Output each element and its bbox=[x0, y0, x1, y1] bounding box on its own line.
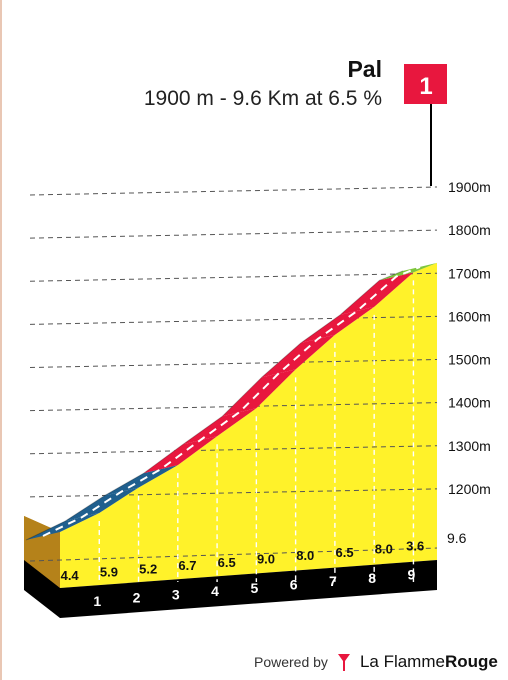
road-edge bbox=[64, 495, 105, 522]
road-edge bbox=[25, 520, 66, 541]
elevation-tick-label: 1400m bbox=[448, 395, 491, 411]
gradient-label: 9.0 bbox=[257, 552, 275, 567]
left-edge-line bbox=[0, 0, 2, 680]
elevation-gridline bbox=[29, 272, 438, 282]
km-tick-label: 3 bbox=[172, 586, 180, 602]
km-band bbox=[60, 560, 437, 618]
road-edge bbox=[300, 314, 341, 344]
road-segment bbox=[340, 272, 414, 315]
elevation-tick-label: 1200m bbox=[448, 481, 491, 497]
summit-flag: 1 bbox=[404, 64, 447, 186]
flag-number: 1 bbox=[419, 73, 432, 100]
elevation-tick-label: 1500m bbox=[448, 352, 491, 368]
elevation-gridline bbox=[29, 229, 438, 239]
gradient-label: 8.0 bbox=[296, 548, 314, 563]
flag-banner bbox=[404, 64, 447, 104]
gradient-band bbox=[60, 532, 437, 588]
road-segment bbox=[222, 369, 296, 417]
km-tick-label: 6 bbox=[290, 577, 298, 593]
brand-name-part1: La Flamme bbox=[359, 652, 445, 671]
profile-base bbox=[24, 516, 437, 618]
road-edge bbox=[143, 443, 184, 474]
gradient-label: 6.7 bbox=[178, 558, 196, 573]
gradient-label: 8.0 bbox=[375, 542, 393, 557]
profile-area bbox=[60, 262, 437, 532]
brand-name: La FlammeRouge bbox=[360, 652, 498, 672]
km-tick-label: 7 bbox=[329, 573, 337, 589]
elevation-tick-label: 1700m bbox=[448, 265, 491, 281]
road-edge bbox=[379, 270, 404, 281]
elevation-gridline bbox=[29, 186, 438, 196]
footer: Powered by La FlammeRouge bbox=[254, 650, 498, 674]
elevation-gridline bbox=[29, 315, 438, 325]
elevation-gridline bbox=[29, 402, 438, 412]
gradient-label: 6.5 bbox=[218, 555, 236, 570]
km-band-side bbox=[24, 560, 60, 618]
road-segment bbox=[65, 487, 139, 522]
gradient-label: 6.5 bbox=[335, 545, 353, 560]
road-edge bbox=[222, 377, 262, 417]
elevation-gridline bbox=[29, 445, 438, 455]
road-edge bbox=[182, 415, 223, 445]
band-gridline bbox=[29, 547, 438, 562]
elevation-tick-label: 1300m bbox=[448, 438, 491, 454]
km-tick-label: 1 bbox=[93, 593, 101, 609]
gradient-label: 5.2 bbox=[139, 561, 157, 576]
profile-fill bbox=[60, 262, 437, 532]
elevation-tick-label: 1600m bbox=[448, 308, 491, 324]
road-edge bbox=[261, 342, 302, 378]
km-tick-label: 8 bbox=[368, 570, 376, 586]
km-tick-label: 4 bbox=[211, 583, 219, 599]
km-tick-label: 2 bbox=[133, 590, 141, 606]
gradient-label: 4.4 bbox=[61, 568, 80, 583]
elevation-tick-label: 1800m bbox=[448, 222, 491, 238]
elevation-gridline bbox=[29, 359, 438, 368]
powered-by-text: Powered by bbox=[254, 654, 328, 670]
road-edge bbox=[104, 472, 145, 497]
road-segment bbox=[183, 408, 257, 445]
road-edge bbox=[339, 280, 380, 316]
elevation-gridline bbox=[29, 488, 438, 498]
brand-name-part2: Rouge bbox=[444, 652, 498, 671]
elevation-tick-label: 1900m bbox=[448, 179, 491, 195]
gradient-label: 3.6 bbox=[406, 538, 424, 553]
km-tick-label: 5 bbox=[250, 580, 258, 596]
km-tick-label: 9 bbox=[408, 567, 416, 583]
chart-title: Pal bbox=[347, 56, 382, 82]
distance-end-label: 9.6 bbox=[447, 530, 467, 546]
chart-subtitle: 1900 m - 9.6 Km at 6.5 % bbox=[143, 87, 382, 110]
road-centre-line bbox=[42, 265, 421, 537]
flamme-rouge-logo-icon bbox=[337, 654, 350, 671]
profile-road bbox=[25, 262, 437, 541]
profile-grid bbox=[29, 186, 438, 582]
profile-labels: 4.4 5.9 5.2 6.7 6.5 9.0 8.0 6.5 8.0 3.6 1 2 3 4 5 6 7 8 9 9… bbox=[61, 179, 491, 609]
gradient-label: 5.9 bbox=[100, 565, 118, 580]
